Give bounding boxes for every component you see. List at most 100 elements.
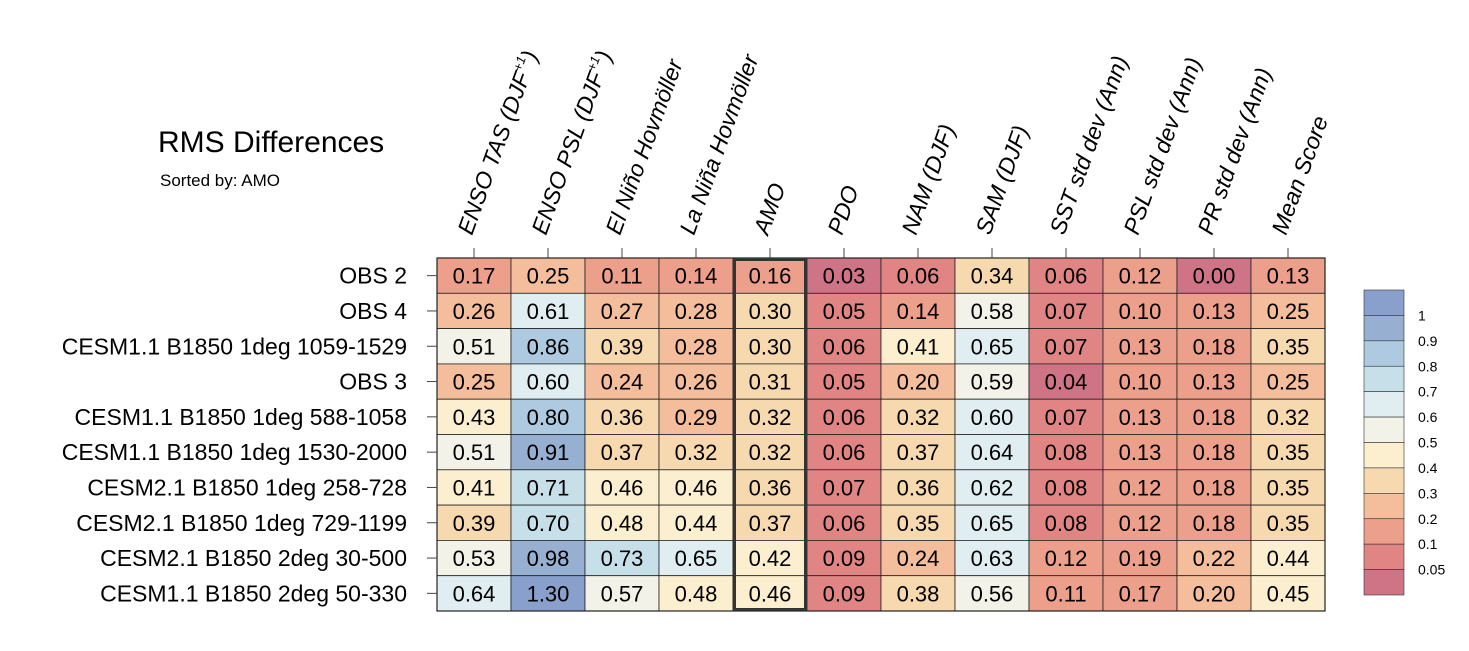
cell-value-label: 0.06: [1045, 264, 1088, 289]
heatmap-cell: [1176, 292, 1252, 329]
cell-value-label: 0.13: [1193, 370, 1236, 395]
column-label: PR std dev (Ann): [1192, 64, 1276, 237]
heatmap-cell: [584, 469, 660, 506]
cell-value-label: 0.60: [527, 370, 570, 395]
cell-value-label: 0.43: [453, 405, 496, 430]
heatmap-cell: [1102, 363, 1178, 400]
heatmap-cell: [954, 434, 1030, 471]
cell-value-label: 0.06: [823, 334, 866, 359]
cell-value-label: 0.26: [453, 299, 496, 324]
cell-value-label: 0.09: [823, 546, 866, 571]
cell-value-label: 0.35: [1267, 475, 1310, 500]
cell-value-label: 0.35: [1267, 440, 1310, 465]
column-label: AMO: [748, 179, 791, 239]
cell-value-label: 0.60: [971, 405, 1014, 430]
cell-value-label: 0.07: [1045, 405, 1088, 430]
heatmap-cell: [584, 328, 660, 365]
colorbar-label: 0.3: [1418, 485, 1438, 501]
heatmap-cell: [1028, 575, 1104, 612]
colorbar-swatch: [1363, 518, 1405, 545]
colorbar-swatch: [1363, 340, 1405, 367]
cell-value-label: 0.32: [749, 440, 792, 465]
cell-value-label: 0.64: [453, 581, 496, 606]
row-label: OBS 2: [339, 263, 407, 289]
cell-value-label: 0.13: [1193, 299, 1236, 324]
heatmap-cell: [806, 398, 882, 435]
cell-value-label: 0.08: [1045, 440, 1088, 465]
heatmap-cell: [954, 469, 1030, 506]
colorbar-label: 0.9: [1418, 333, 1438, 349]
cell-value-label: 0.10: [1119, 299, 1162, 324]
cell-value-label: 0.25: [453, 370, 496, 395]
cell-value-label: 0.28: [675, 334, 718, 359]
cell-value-label: 0.62: [971, 475, 1014, 500]
cell-value-label: 0.65: [675, 546, 718, 571]
heatmap-cell: [732, 292, 808, 329]
cell-value-label: 0.48: [601, 511, 644, 536]
heatmap-cell: [658, 292, 734, 329]
cell-value-label: 0.39: [601, 334, 644, 359]
colorbar-swatch: [1363, 569, 1405, 596]
heatmap-cell: [1176, 363, 1252, 400]
heatmap-cell: [658, 398, 734, 435]
heatmap-cell: [1102, 257, 1178, 294]
heatmap-cell: [880, 328, 956, 365]
heatmap-cell: [1028, 504, 1104, 541]
cell-value-label: 0.37: [897, 440, 940, 465]
heatmap-cell: [1028, 328, 1104, 365]
heatmap-cell: [1102, 540, 1178, 577]
heatmap-cell: [658, 434, 734, 471]
cell-value-label: 0.17: [453, 264, 496, 289]
cell-value-label: 0.14: [675, 264, 718, 289]
cell-value-label: 0.18: [1193, 334, 1236, 359]
sort-column-highlight: [733, 258, 807, 611]
row-label: CESM2.1 B1850 2deg 30-500: [100, 545, 407, 571]
cell-value-label: 0.05: [823, 370, 866, 395]
cell-value-label: 0.35: [1267, 334, 1310, 359]
cell-value-label: 0.18: [1193, 405, 1236, 430]
cell-value-label: 0.32: [1267, 405, 1310, 430]
heatmap-cell: [658, 328, 734, 365]
row-label: CESM1.1 B1850 2deg 50-330: [100, 580, 407, 606]
cell-value-label: 0.30: [749, 299, 792, 324]
colorbar-swatch: [1363, 442, 1405, 469]
heatmap-cell: [1102, 434, 1178, 471]
cell-value-label: 0.18: [1193, 511, 1236, 536]
cell-value-label: 0.13: [1119, 440, 1162, 465]
cell-value-label: 0.39: [453, 511, 496, 536]
heatmap-cell: [658, 540, 734, 577]
cell-value-label: 0.51: [453, 440, 496, 465]
cell-value-label: 0.42: [749, 546, 792, 571]
cell-value-label: 0.06: [823, 405, 866, 430]
highlighted-column-frame: [733, 258, 807, 611]
heatmap-cell: [436, 469, 512, 506]
heatmap-cell: [1028, 540, 1104, 577]
cell-value-label: 0.12: [1119, 264, 1162, 289]
heatmap-cell: [1028, 398, 1104, 435]
cell-value-label: 0.30: [749, 334, 792, 359]
cell-value-label: 0.07: [1045, 299, 1088, 324]
cell-value-label: 0.24: [897, 546, 940, 571]
row-label: CESM2.1 B1850 1deg 729-1199: [76, 510, 407, 536]
cell-value-label: 0.18: [1193, 475, 1236, 500]
cell-value-label: 0.34: [971, 264, 1014, 289]
colorbar-label: 0.4: [1418, 460, 1438, 476]
chart-title: RMS Differences: [158, 126, 385, 159]
heatmap-cell: [1102, 469, 1178, 506]
heatmap-cell: [1176, 540, 1252, 577]
cell-value-label: 0.32: [749, 405, 792, 430]
colorbar-swatch: [1363, 365, 1405, 392]
cell-value-label: 0.37: [601, 440, 644, 465]
grid-border: [436, 257, 1326, 612]
colorbar-swatch: [1363, 543, 1405, 570]
heatmap-cell: [880, 292, 956, 329]
heatmap-cell: [806, 540, 882, 577]
cell-value-label: 0.35: [897, 511, 940, 536]
cell-value-label: 0.86: [527, 334, 570, 359]
cell-value-label: 0.31: [749, 370, 792, 395]
heatmap-cell: [584, 363, 660, 400]
cell-value-label: 0.46: [675, 475, 718, 500]
cell-value-label: 0.70: [527, 511, 570, 536]
column-label: SAM (DJF): [970, 122, 1033, 238]
